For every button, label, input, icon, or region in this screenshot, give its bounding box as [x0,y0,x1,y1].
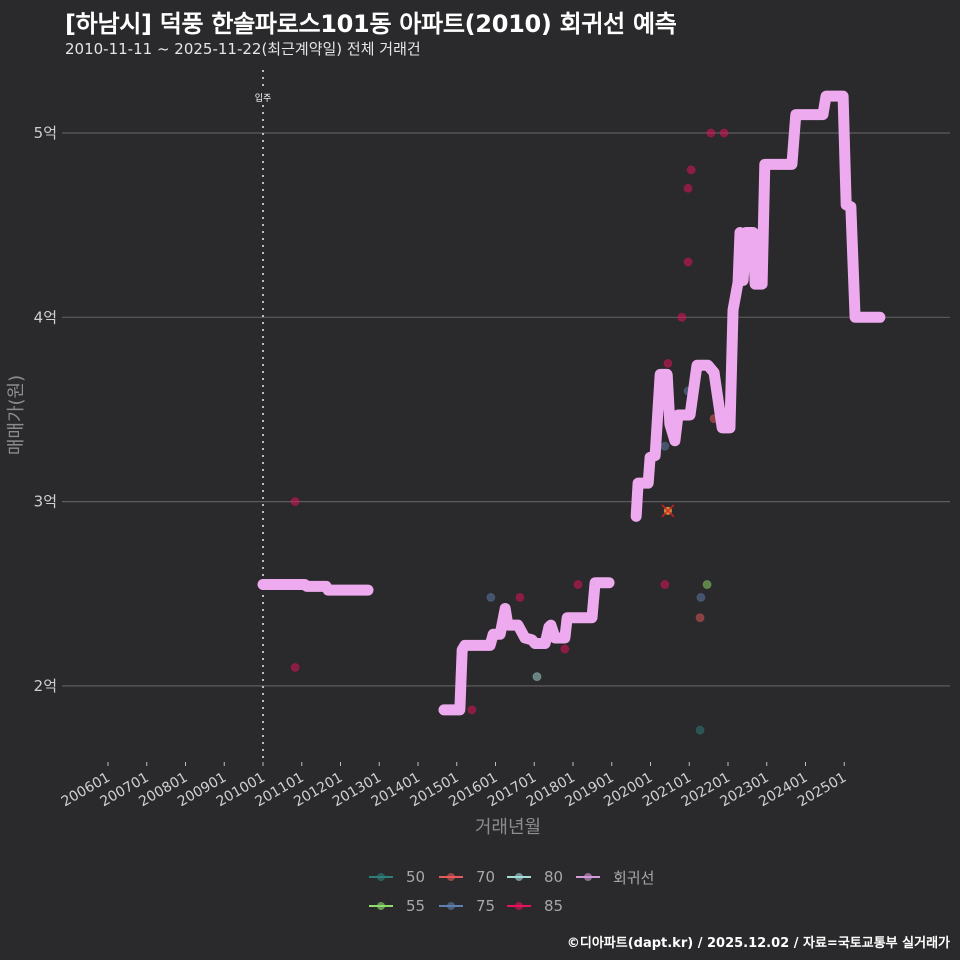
data-point-50 [695,725,705,735]
chart-title: [하남시] 덕풍 한솔파로스101동 아파트(2010) 회귀선 예측 [65,10,677,38]
data-point-85 [573,580,583,590]
data-point-75 [660,441,670,451]
source-credit: ©디아파트(dapt.kr) / 2025.12.02 / 자료=국토교통부 실… [566,936,950,951]
legend-line-dot-icon [576,873,600,881]
regression-segment [257,579,374,596]
y-tick-label: 5억 [34,124,57,142]
legend-item-75[interactable]: 75 [438,895,495,917]
data-point-85 [560,644,570,654]
legend-item-80[interactable]: 80 [506,866,563,888]
legend-item-70[interactable]: 70 [438,866,495,888]
data-point-85 [683,257,693,267]
data-point-85 [706,128,716,138]
x-mark-icon [661,504,675,518]
data-point-55 [702,580,712,590]
data-point-85 [290,497,300,507]
legend: 50 70 80 회귀선 55 75 85 [368,866,688,922]
data-point-85 [663,358,673,368]
legend-line-dot-icon [369,902,393,910]
regression-line [257,90,886,716]
data-point-85 [660,580,670,590]
legend-line-dot-icon [439,902,463,910]
legend-item-55[interactable]: 55 [368,895,425,917]
y-axis-ticks: 2억 3억 4억 5억 [34,124,57,695]
legend-label: 80 [544,868,564,886]
legend-line-dot-icon [369,873,393,881]
legend-label: 50 [406,868,426,886]
data-point-85 [290,662,300,672]
legend-item-regression[interactable]: 회귀선 [575,866,654,888]
y-axis-title: 매매가(원) [6,374,27,456]
highlight-point [661,504,675,518]
legend-label: 75 [476,897,496,915]
legend-line-dot-icon [507,902,531,910]
legend-line-dot-icon [439,873,463,881]
scatter-points [290,128,729,735]
data-point-70 [695,613,705,623]
regression-segment [630,90,886,522]
legend-line-dot-icon [507,873,531,881]
legend-label: 70 [476,868,496,886]
legend-item-50[interactable]: 50 [368,866,425,888]
legend-label: 회귀선 [613,868,655,887]
data-point-75 [696,592,706,602]
regression-segment [438,577,615,716]
chart-subtitle: 2010-11-11 ~ 2025-11-22(최근계약일) 전체 거래건 [65,40,421,58]
move-in-annotation: 입주 [254,70,272,760]
legend-label: 55 [406,897,426,915]
x-axis-ticks: 2006012007012008012009012010012011012012… [59,762,849,810]
data-point-80 [532,672,542,682]
data-point-85 [467,705,477,715]
annotation-bg [254,91,272,102]
legend-item-85[interactable]: 85 [506,895,563,917]
data-point-85 [515,592,525,602]
data-point-85 [683,183,693,193]
data-point-85 [677,312,687,322]
y-tick-label: 3억 [34,493,57,511]
data-point-85 [686,165,696,175]
data-point-85 [719,128,729,138]
x-axis-title: 거래년월 [474,817,542,838]
y-tick-label: 2억 [34,677,57,695]
annotation-label: 입주 [255,92,272,104]
data-point-75 [486,592,496,602]
y-gridlines [62,132,950,687]
y-tick-label: 4억 [34,308,57,326]
legend-label: 85 [544,897,564,915]
